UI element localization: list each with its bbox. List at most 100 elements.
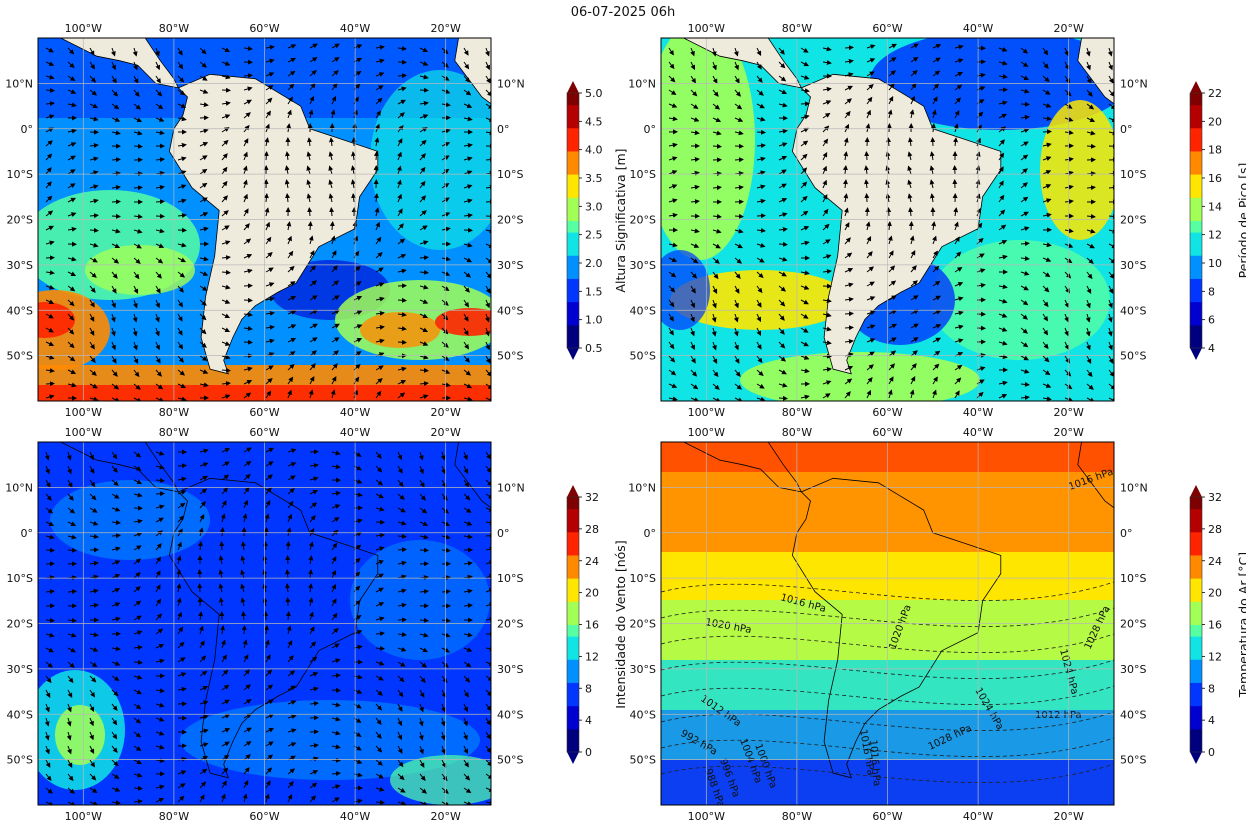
- arrow: [199, 382, 209, 388]
- arrow: [734, 130, 744, 136]
- arrow: [89, 184, 99, 190]
- arrow: [929, 193, 935, 203]
- lat-tick-label: 10°S: [497, 572, 523, 585]
- arrow: [734, 228, 744, 234]
- colorbar-segment: [1190, 717, 1202, 730]
- arrow: [397, 112, 405, 119]
- arrow: [463, 257, 472, 263]
- arrow: [177, 341, 184, 350]
- arrow: [844, 222, 850, 231]
- arrow: [67, 313, 75, 321]
- colorbar-segment: [567, 208, 579, 221]
- arrow: [265, 296, 275, 302]
- arrow: [331, 295, 340, 301]
- arrow: [756, 116, 766, 122]
- arrow: [67, 128, 77, 134]
- arrow: [800, 270, 810, 276]
- arrow: [287, 96, 293, 105]
- arrow: [199, 271, 209, 276]
- arrow: [756, 369, 764, 377]
- lat-tick-label: 50°S: [630, 350, 656, 363]
- arrow: [668, 341, 675, 350]
- arrow: [263, 193, 269, 203]
- arrow: [886, 137, 892, 147]
- colorbar-extend-min: [567, 752, 579, 764]
- colorbar-segment: [1190, 531, 1202, 544]
- colorbar-segment: [567, 543, 579, 556]
- arrow: [888, 70, 896, 77]
- arrow: [241, 625, 247, 635]
- arrow: [756, 75, 763, 83]
- colorbar-segment: [567, 324, 579, 337]
- lat-tick-label: 0°: [21, 123, 34, 136]
- arrow: [419, 255, 429, 261]
- arrow: [221, 195, 228, 203]
- arrow: [485, 157, 491, 163]
- arrow: [690, 355, 696, 364]
- colorbar-segment: [567, 705, 579, 718]
- arrow: [711, 327, 717, 337]
- isobar-label: 1012 hPa: [1035, 710, 1082, 721]
- arrow: [155, 130, 165, 136]
- arrow: [350, 179, 356, 189]
- colorbar-segment: [1190, 324, 1202, 337]
- arrow: [133, 75, 139, 84]
- arrow: [89, 116, 99, 122]
- arrow: [199, 299, 207, 306]
- lat-tick-label: 20°S: [7, 618, 33, 631]
- arrow: [668, 396, 678, 401]
- arrow: [89, 198, 99, 204]
- lon-tick-label: 100°W: [65, 810, 102, 823]
- arrow: [242, 179, 248, 189]
- arrow: [668, 75, 676, 83]
- arrow: [800, 226, 810, 231]
- arrow: [690, 243, 700, 248]
- arrow: [485, 341, 490, 351]
- colorbar-segment: [1190, 162, 1202, 175]
- ocean-field-2: [350, 540, 490, 660]
- arrow: [822, 208, 829, 217]
- arrow: [463, 396, 473, 401]
- arrow: [243, 297, 253, 303]
- colorbar-tick-label: 24: [585, 555, 599, 568]
- lat-tick-label: 20°S: [497, 618, 523, 631]
- arrow: [89, 257, 98, 263]
- lat-tick-label: 40°S: [630, 304, 656, 317]
- arrow: [866, 44, 876, 50]
- arrow: [844, 311, 854, 317]
- arrow: [866, 71, 875, 77]
- arrow: [287, 83, 295, 91]
- arrow: [199, 197, 208, 203]
- arrow: [822, 194, 828, 203]
- arrow: [419, 210, 427, 217]
- lon-tick-label: 80°W: [159, 406, 189, 419]
- arrow: [756, 313, 762, 323]
- arrow: [910, 265, 917, 273]
- arrow: [866, 338, 876, 343]
- arrow: [375, 310, 385, 316]
- arrow: [133, 271, 140, 280]
- arrow: [800, 299, 809, 305]
- arrow: [67, 547, 77, 553]
- arrow: [263, 151, 269, 161]
- direction-arrows: [45, 43, 491, 401]
- arrow: [419, 166, 426, 175]
- arrow: [888, 309, 898, 315]
- arrow: [287, 338, 297, 343]
- arrow: [756, 47, 762, 57]
- arrow: [485, 243, 491, 248]
- arrow: [265, 85, 274, 91]
- arrow: [863, 165, 869, 175]
- colorbar-segment: [1190, 612, 1202, 625]
- arrow: [155, 184, 165, 190]
- arrow: [419, 139, 427, 147]
- arrow: [888, 96, 894, 105]
- arrow: [308, 235, 314, 245]
- arrow: [712, 285, 718, 295]
- lat-tick-label: 30°S: [497, 259, 523, 272]
- arrow: [287, 389, 292, 399]
- colorbar-segment: [567, 554, 579, 568]
- arrow: [396, 179, 402, 189]
- arrow: [864, 179, 869, 189]
- coast-outline: [682, 38, 803, 89]
